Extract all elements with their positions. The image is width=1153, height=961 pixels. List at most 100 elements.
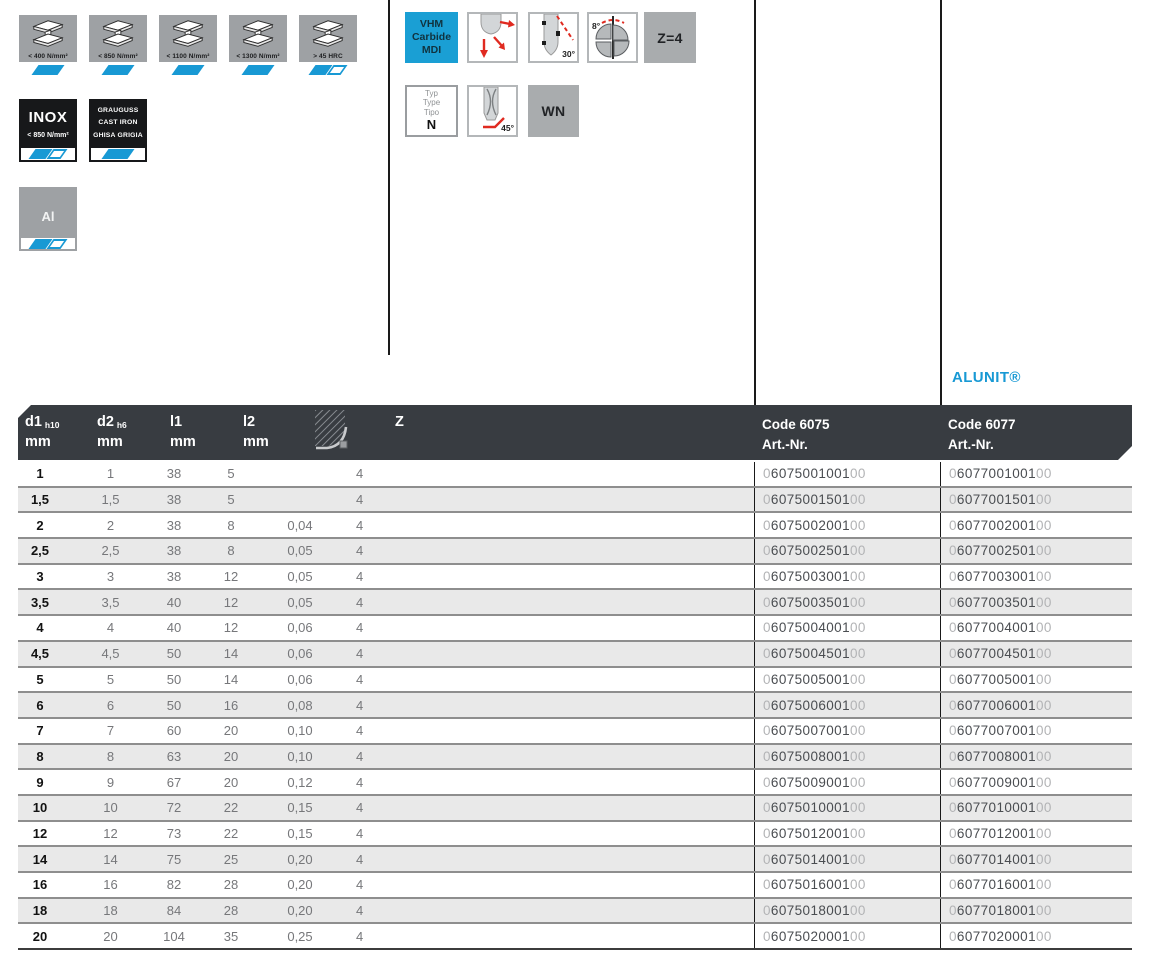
face-angle-icon: 8°: [587, 12, 638, 63]
table-row: 20 20 104 35 0,25 4 0 6075020001 00 0 607702000…: [18, 924, 1132, 951]
cell-l1: 84: [166, 903, 182, 919]
cell-d2: 4: [106, 620, 115, 636]
cell-z: 4: [356, 851, 364, 867]
cell-artnr-6075: 0 6075004001 00: [754, 616, 940, 640]
cell-d2: 9: [106, 774, 115, 790]
cell-artnr-6075: 0 6075006001 00: [754, 693, 940, 717]
cell-artnr-6075: 0 6075004501 00: [754, 641, 940, 666]
cell-artnr-6077: 0 6077004501 00: [940, 641, 1132, 666]
cell-corner-radius: 0,04: [287, 517, 313, 533]
cell-corner-radius: 0,08: [287, 697, 313, 713]
type-value: N: [426, 116, 437, 132]
table-row: 1 1 38 5 4 0 6075001001 00 0 6077001001 00: [18, 462, 1132, 488]
flute-count-badge: Z=4: [644, 12, 696, 63]
cell-l1: 82: [166, 877, 182, 893]
material-icon-steel: < 850 N/mm²: [89, 15, 147, 78]
suitability-indicator-icon: [240, 65, 276, 75]
material-icon-aluminium: Al: [19, 187, 77, 251]
cell-artnr-6077: 0 6077006001 00: [940, 693, 1132, 717]
chamfer-angle-label: 45°: [501, 123, 514, 133]
carbide-material-badge: VHM Carbide MDI: [405, 12, 458, 63]
cell-artnr-6075: 0 6075008001 00: [754, 744, 940, 769]
cell-d1: 7: [36, 723, 44, 739]
wn-shank-badge: WN: [528, 85, 579, 137]
cell-d1: 12: [32, 825, 48, 841]
material-icon-steel: > 45 HRC: [299, 15, 357, 78]
cell-artnr-6075: 0 6075003001 00: [754, 564, 940, 589]
cell-artnr-6077: 0 6077018001 00: [940, 898, 1132, 923]
cell-l2: 12: [223, 620, 239, 636]
cell-d1: 3,5: [30, 594, 50, 610]
material-strength-label: < 400 N/mm²: [28, 53, 68, 60]
cell-artnr-6075: 0 6075001501 00: [754, 487, 940, 512]
cell-d2: 10: [103, 800, 118, 816]
carbide-line: VHM: [419, 17, 444, 30]
dimension-table: 1 1 38 5 4 0 6075001001 00 0 6077001001 00 1,5 1…: [18, 462, 1132, 951]
column-header-l2: l2 mm: [243, 414, 269, 450]
cell-d2: 14: [103, 851, 118, 867]
cell-l2: 8: [227, 543, 235, 559]
cell-artnr-6077: 0 6077016001 00: [940, 873, 1132, 897]
cell-d2: 20: [103, 928, 118, 944]
cell-corner-radius: 0,15: [287, 800, 313, 816]
cell-l1: 60: [166, 723, 182, 739]
cell-corner-radius: 0,06: [287, 671, 313, 687]
cell-artnr-6077: 0 6077020001 00: [940, 924, 1132, 949]
suitability-strip: [89, 148, 147, 162]
cell-d2: 18: [103, 903, 118, 919]
table-row: 3 3 38 12 0,05 4 0 6075003001 00 0 6077003001 0…: [18, 564, 1132, 591]
cell-artnr-6077: 0 6077003501 00: [940, 590, 1132, 615]
cell-d2: 2,5: [101, 543, 120, 559]
cell-l2: 5: [227, 492, 235, 508]
cell-z: 4: [356, 903, 364, 919]
cell-d2: 1,5: [101, 492, 120, 508]
material-strength-label: > 45 HRC: [313, 53, 343, 60]
suitability-indicator-icon: [170, 65, 206, 75]
table-row: 2,5 2,5 38 8 0,05 4 0 6075002501 00 0 607700250…: [18, 539, 1132, 565]
cell-corner-radius: 0,05: [287, 543, 313, 559]
cell-corner-radius: 0,05: [287, 594, 313, 610]
suitability-indicator-icon: [28, 149, 68, 159]
cell-l1: 38: [166, 492, 182, 508]
type-label-it: Tipo: [423, 107, 440, 117]
cell-artnr-6075: 0 6075005001 00: [754, 667, 940, 692]
cell-z: 4: [356, 569, 364, 585]
table-row: 14 14 75 25 0,20 4 0 6075014001 00 0 6077014001…: [18, 847, 1132, 873]
cell-d1: 2: [36, 517, 44, 533]
cell-d2: 4,5: [101, 646, 120, 662]
divider-line: [388, 0, 390, 355]
suitability-strip: [229, 62, 287, 78]
aluminium-label: Al: [41, 209, 55, 224]
cell-artnr-6077: 0 6077002001 00: [940, 513, 1132, 538]
material-icon-cast-iron: GRAUGUSS CAST IRON GHISA GRIGIA: [89, 99, 147, 162]
cell-corner-radius: 0,20: [287, 877, 313, 893]
suitability-strip: [159, 62, 217, 78]
cell-l2: 14: [223, 671, 239, 687]
cell-l1: 73: [166, 825, 182, 841]
i-beam-icon: [242, 20, 274, 47]
cell-corner-radius: 0,06: [287, 646, 313, 662]
cell-z: 4: [356, 800, 364, 816]
table-row: 5 5 50 14 0,06 4 0 6075005001 00 0 6077005001 0…: [18, 667, 1132, 694]
cell-artnr-6077: 0 6077003001 00: [940, 564, 1132, 589]
cell-artnr-6075: 0 6075012001 00: [754, 821, 940, 846]
table-row: 2 2 38 8 0,04 4 0 6075002001 00 0 6077002001 00: [18, 513, 1132, 540]
cell-l1: 63: [166, 748, 182, 764]
divider-line: [754, 0, 756, 405]
cell-l2: 5: [227, 466, 235, 482]
type-badge: Typ Type Tipo N: [405, 85, 458, 137]
cell-d1: 4,5: [30, 646, 50, 662]
type-label-de: Typ: [425, 89, 438, 99]
cell-corner-radius: 0,20: [287, 903, 313, 919]
cell-artnr-6077: 0 6077004001 00: [940, 616, 1132, 640]
i-beam-icon: [312, 20, 344, 47]
cell-d1: 5: [36, 671, 44, 687]
cell-l2: 12: [223, 594, 239, 610]
cell-d2: 5: [106, 671, 115, 687]
cell-artnr-6075: 0 6075002501 00: [754, 539, 940, 563]
cell-l2: 20: [223, 774, 239, 790]
table-row: 16 16 82 28 0,20 4 0 6075016001 00 0 6077016001…: [18, 873, 1132, 899]
i-beam-icon: [172, 20, 204, 47]
table-header: d1 h10 mm d2 h6 mm l1 mm l2 mm Z Code 6075…: [18, 405, 1132, 460]
cell-z: 4: [356, 466, 364, 482]
